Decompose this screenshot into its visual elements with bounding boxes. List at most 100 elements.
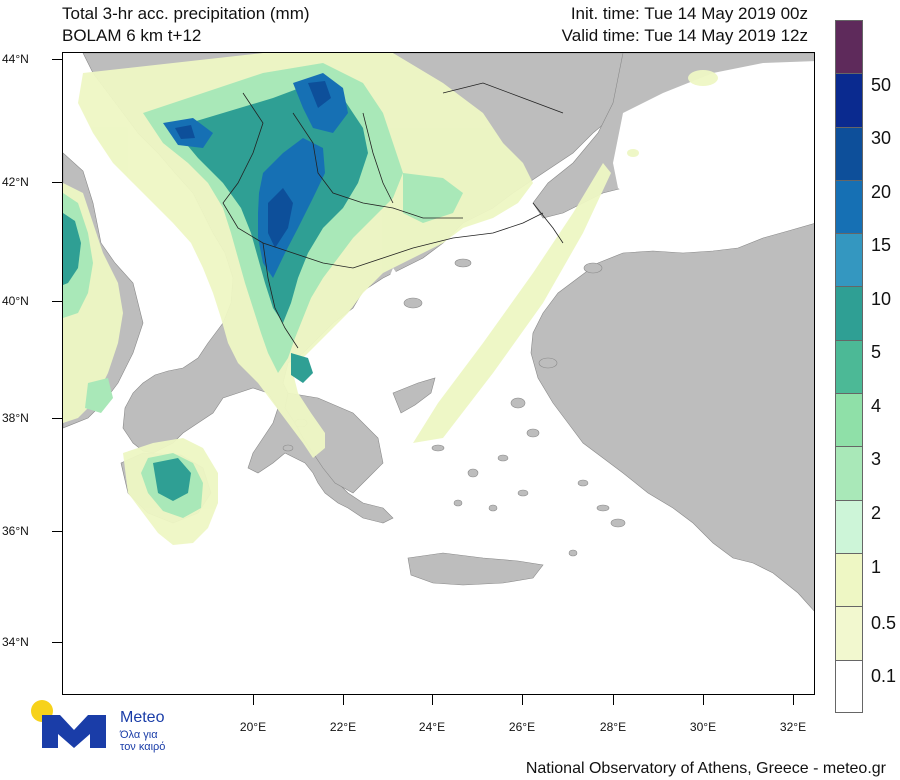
lon-tick [703, 695, 704, 705]
precip-band [413, 163, 611, 443]
island [538, 357, 558, 369]
precip-area [308, 81, 331, 108]
island [454, 258, 472, 268]
lat-tick [52, 531, 62, 532]
precip-area [688, 70, 718, 86]
lat-tick [52, 182, 62, 183]
precip-area [175, 125, 195, 139]
precipitation-map [62, 52, 815, 695]
island [467, 468, 479, 478]
lon-tick [793, 695, 794, 705]
island [403, 297, 423, 309]
country-border [412, 212, 544, 249]
border-layer [222, 82, 564, 349]
island [517, 489, 529, 497]
legend-label: 0.5 [871, 613, 897, 633]
country-border [532, 202, 564, 244]
lat-tick [52, 418, 62, 419]
valid-time: Valid time: Tue 14 May 2019 12z [561, 26, 808, 45]
legend-label: 4 [871, 396, 882, 416]
lat-label-42: 42°N [2, 175, 29, 189]
m-icon [42, 715, 106, 748]
lon-tick [613, 695, 614, 705]
island [610, 518, 626, 528]
footer-credit: National Observatory of Athens, Greece -… [525, 760, 886, 777]
lon-tick [343, 695, 344, 705]
legend-swatch [835, 659, 863, 713]
island [510, 397, 526, 409]
island [453, 499, 463, 507]
legend-swatch [835, 126, 863, 180]
lon-label-28: 28°E [599, 720, 627, 734]
legend-swatch [835, 552, 863, 607]
island [431, 444, 445, 452]
lat-label-38: 38°N [2, 411, 29, 425]
legend-swatch [835, 606, 863, 660]
legend-label: 0.1 [871, 666, 897, 686]
island [526, 428, 540, 438]
island [497, 454, 509, 462]
lon-tick [253, 695, 254, 705]
legend-label: 5 [871, 342, 882, 362]
legend-label: 1 [871, 557, 882, 577]
map-title: Total 3-hr acc. precipitation (mm) [62, 4, 310, 23]
map-subtitle: BOLAM 6 km t+12 [62, 26, 202, 45]
legend-label: 2 [871, 503, 882, 523]
time-block: Init. time: Tue 14 May 2019 00z Valid ti… [562, 3, 808, 47]
lat-tick [52, 642, 62, 643]
island [488, 504, 498, 512]
meteo-logo-icon [31, 700, 106, 748]
legend-swatch [835, 499, 863, 553]
logo-tagline: Όλα για τον καιρό [120, 729, 165, 753]
legend-swatch [835, 339, 863, 394]
map-title-block: Total 3-hr acc. precipitation (mm) BOLAM… [62, 3, 310, 47]
island [568, 549, 578, 557]
lon-tick [432, 695, 433, 705]
sea-layer [383, 61, 814, 308]
legend-swatch [835, 286, 863, 340]
country-border [442, 82, 564, 114]
legend-label: 15 [871, 235, 892, 255]
legend-swatch [835, 179, 863, 234]
lat-tick [52, 59, 62, 60]
sea-of-marmara [568, 229, 648, 248]
island [577, 479, 589, 487]
island [596, 504, 610, 512]
lon-label-24: 24°E [418, 720, 446, 734]
country-border [262, 242, 299, 349]
precip-area [403, 173, 463, 223]
anatolia-landmass [530, 223, 814, 612]
legend-label: 10 [871, 289, 892, 309]
black-sea [613, 61, 814, 223]
lon-label-20: 20°E [239, 720, 267, 734]
thermaic-gulf [383, 268, 408, 308]
crete-landmass [407, 552, 544, 586]
island [282, 444, 294, 452]
lon-label-22: 22°E [329, 720, 357, 734]
precip-area [85, 378, 113, 413]
precipitation-legend [835, 20, 863, 713]
legend-label: 50 [871, 75, 892, 95]
legend-label: 3 [871, 449, 882, 469]
lat-label-34: 34°N [2, 635, 29, 649]
lon-label-30: 30°E [689, 720, 717, 734]
legend-swatch [835, 233, 863, 287]
country-border [222, 92, 414, 269]
logo-name: Meteo [120, 709, 165, 726]
evia-landmass [392, 377, 436, 414]
precip-area [627, 149, 639, 157]
legend-label: 20 [871, 182, 892, 202]
lat-tick [52, 301, 62, 302]
legend-swatch [835, 73, 863, 127]
legend-label: 30 [871, 128, 892, 148]
lon-tick [522, 695, 523, 705]
init-time: Init. time: Tue 14 May 2019 00z [570, 4, 808, 23]
precip-area [153, 458, 191, 501]
island [583, 262, 603, 274]
lat-label-36: 36°N [2, 524, 29, 538]
legend-swatch [835, 20, 863, 74]
logo-tagline-line2: τον καιρό [120, 741, 166, 753]
map-svg [63, 53, 814, 612]
precip-area [291, 353, 313, 383]
lat-label-44: 44°N [2, 52, 29, 66]
